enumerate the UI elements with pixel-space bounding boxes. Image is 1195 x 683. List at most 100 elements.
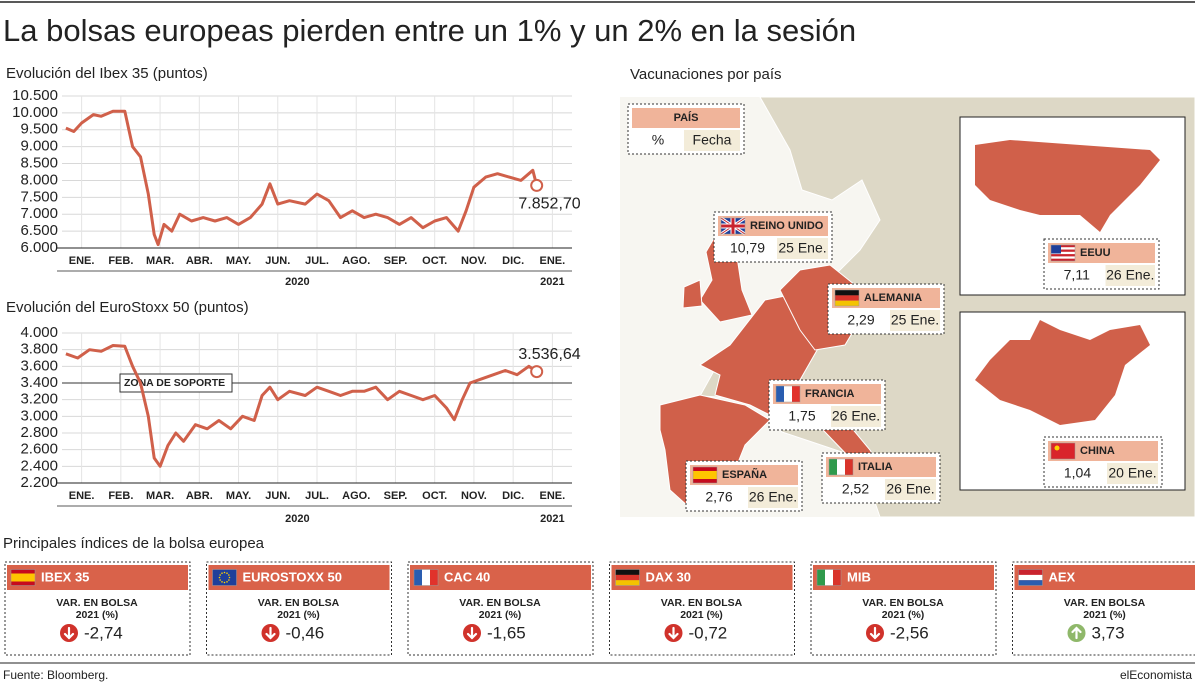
chart-title: Evolución del EuroStoxx 50 (puntos) [6,299,249,316]
country-date-cell [1105,265,1155,286]
flag-part [615,580,640,586]
flag-part [1051,249,1075,252]
country-date: 25 Ene. [891,312,939,328]
country-header [826,457,936,477]
var-label: 2021 (%) [277,609,320,621]
index-header [410,565,591,590]
flag-part [1051,258,1075,261]
footer-brand: elEconomista [1120,668,1192,682]
var-label: 2021 (%) [1083,609,1126,621]
flag [1018,569,1043,586]
flag [413,569,439,586]
x-tick-label: NOV. [461,490,487,502]
flag-star [226,581,228,583]
var-label: VAR. EN BOLSA [1064,597,1146,609]
var-label: VAR. EN BOLSA [56,597,138,609]
flag-border [615,569,640,586]
flag-part [1051,247,1075,250]
flag-part [784,386,792,402]
trend-arrow [668,626,679,640]
y-tick-label: 3.000 [20,407,58,424]
var-label: 2021 (%) [882,609,925,621]
map-title: Vacunaciones por país [630,66,782,83]
flag [10,569,36,586]
y-tick-label: 6.000 [20,239,58,256]
annotation-box [119,373,233,393]
flag-part [1051,256,1075,259]
flag-border [775,385,801,403]
index-name: MIB [847,569,871,584]
chart-title: Evolución del Ibex 35 (puntos) [6,65,208,82]
country-date-cell [890,310,940,331]
flag-border [212,569,237,586]
x-tick-label: ENE. [540,255,566,267]
flag-part [825,569,833,586]
value-label: 7.852,70 [518,196,580,213]
x-tick-label: AGO. [342,490,370,502]
y-tick-label: 3.400 [20,374,58,391]
legend-value-text: % [652,132,664,148]
x-tick-label: SEP. [384,255,408,267]
flag-part [1018,580,1043,586]
footer-source: Fuente: Bloomberg. [3,668,108,682]
flag-border [1050,244,1076,262]
trend-arrow [869,626,881,640]
x-tick-label: MAR. [146,255,174,267]
flag-part [1018,569,1043,575]
flag [816,569,842,586]
y-tick-label: 10.500 [12,87,58,104]
country-name: CHINA [1080,445,1115,457]
y-tick-label: 4.000 [20,324,58,341]
x-tick-label: MAY. [226,490,251,502]
flag [1050,442,1076,460]
x-group-label: 2021 [540,513,564,525]
flag [212,569,237,586]
legend-date-cell [684,130,740,151]
country-value: 1,04 [1064,465,1091,481]
y-tick-label: 2.600 [20,441,58,458]
x-tick-label: ABR. [186,490,213,502]
x-group-label: 2020 [285,513,309,525]
var-label: VAR. EN BOLSA [459,597,541,609]
country-date-cell [831,406,881,427]
flag-border [828,458,854,476]
flag-part [792,386,800,402]
country-value: 2,52 [842,481,869,497]
var-label: 2021 (%) [479,609,522,621]
y-tick-label: 2.200 [20,474,58,491]
index-name: AEX [1049,569,1076,584]
legend-header-text: PAÍS [674,111,699,124]
index-header [1014,565,1195,590]
flag-part [835,290,859,296]
data-line [65,109,539,247]
index-header [813,565,994,590]
index-value: -2,74 [84,623,123,642]
flag-border [413,569,439,586]
country-value: 10,79 [730,240,765,256]
x-tick-label: JUN. [265,255,290,267]
x-tick-label: OCT. [422,490,447,502]
flag-star [226,572,228,574]
y-tick-label: 9.000 [20,138,58,155]
index-value: 3,73 [1092,623,1125,642]
x-tick-label: OCT. [422,255,447,267]
index-header [611,565,793,590]
country-date: 26 Ene. [1106,267,1154,283]
flag-part [422,569,430,586]
flag-border [1050,442,1076,460]
map-china [975,320,1150,425]
country-name: FRANCIA [805,388,855,400]
country-header [718,216,828,236]
y-tick-label: 2.800 [20,424,58,441]
end-point [530,365,544,379]
y-tick-label: 3.800 [20,341,58,358]
country-date-cell [748,487,798,508]
flag-part [693,471,717,479]
y-tick-label: 9.500 [20,121,58,138]
country-name: ALEMANIA [864,292,922,304]
flag-part [1051,443,1075,459]
x-tick-label: JUL. [305,490,329,502]
trend-arrow [265,626,276,640]
